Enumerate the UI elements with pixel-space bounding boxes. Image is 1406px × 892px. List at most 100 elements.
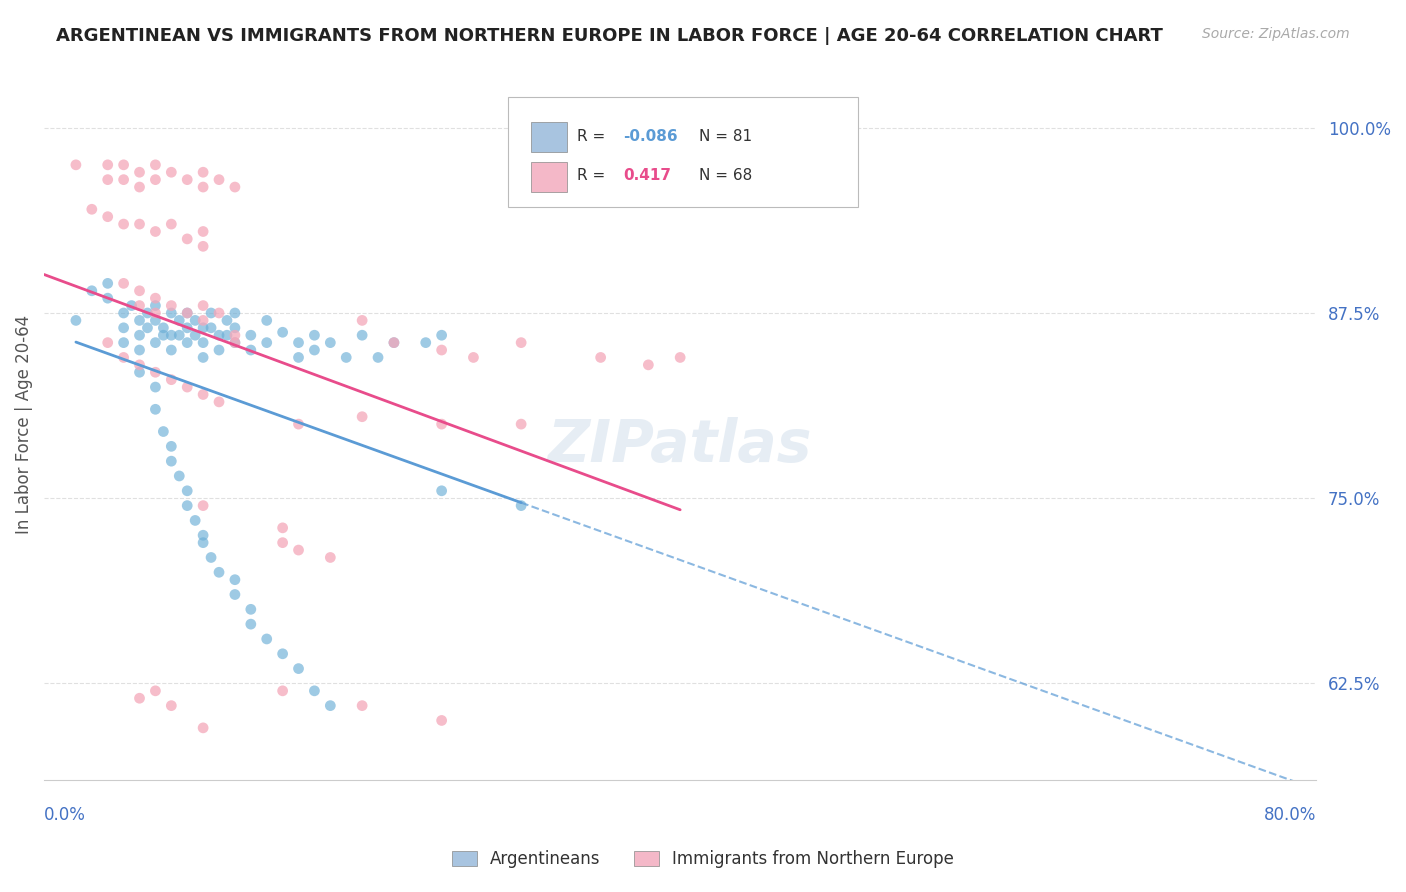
Point [191,321,214,335]
Point [304,328,326,343]
Point [145,299,167,313]
Point [145,225,167,239]
Point [184,313,207,327]
Point [128,691,150,706]
Point [145,313,167,327]
Point [65,313,87,327]
Point [256,313,278,327]
Point [215,328,238,343]
Point [136,321,159,335]
Point [97,335,120,350]
Point [430,328,453,343]
Point [112,321,135,335]
Point [430,343,453,357]
Point [128,365,150,379]
Point [176,483,198,498]
Point [184,513,207,527]
Point [430,483,453,498]
Point [176,232,198,246]
Point [271,535,294,549]
Point [160,343,183,357]
Point [208,328,231,343]
Point [176,172,198,186]
Point [80,284,103,298]
Point [224,180,246,194]
Point [160,306,183,320]
Point [112,172,135,186]
Point [128,165,150,179]
Point [169,328,191,343]
Point [145,291,167,305]
Point [335,351,357,365]
Point [382,335,405,350]
Point [224,306,246,320]
Point [97,277,120,291]
Point [430,417,453,431]
Point [224,573,246,587]
Point [112,277,135,291]
Point [160,217,183,231]
Point [215,313,238,327]
Point [224,328,246,343]
Point [271,325,294,339]
Point [271,647,294,661]
Point [65,158,87,172]
Point [319,335,342,350]
Point [224,335,246,350]
Point [287,662,309,676]
Point [152,328,174,343]
Point [191,299,214,313]
Point [145,172,167,186]
Point [145,380,167,394]
Point [97,291,120,305]
Point [169,313,191,327]
Point [239,602,262,616]
Text: 80.0%: 80.0% [1264,806,1316,824]
Point [97,210,120,224]
Point [271,521,294,535]
Text: N = 81: N = 81 [699,128,752,144]
Point [510,499,533,513]
Point [145,335,167,350]
Point [112,217,135,231]
Point [112,306,135,320]
Point [128,358,150,372]
Point [200,550,222,565]
Point [169,469,191,483]
Point [191,313,214,327]
Point [367,351,389,365]
Point [208,306,231,320]
Point [128,313,150,327]
Point [191,165,214,179]
Point [160,165,183,179]
Point [271,683,294,698]
Text: 0.417: 0.417 [623,169,671,184]
FancyBboxPatch shape [531,122,567,152]
Point [319,550,342,565]
Point [176,335,198,350]
Point [184,328,207,343]
Point [415,335,437,350]
Point [200,306,222,320]
Point [208,172,231,186]
Point [128,284,150,298]
Point [128,299,150,313]
Point [510,417,533,431]
Point [352,313,374,327]
Point [304,683,326,698]
Point [208,566,231,580]
Point [191,499,214,513]
Point [239,617,262,632]
Point [208,395,231,409]
Point [112,351,135,365]
Point [97,158,120,172]
Point [200,321,222,335]
Point [128,180,150,194]
Text: ZIPatlas: ZIPatlas [548,417,813,474]
Point [176,380,198,394]
Point [191,387,214,401]
Point [382,335,405,350]
Point [176,499,198,513]
Point [145,158,167,172]
Point [80,202,103,217]
